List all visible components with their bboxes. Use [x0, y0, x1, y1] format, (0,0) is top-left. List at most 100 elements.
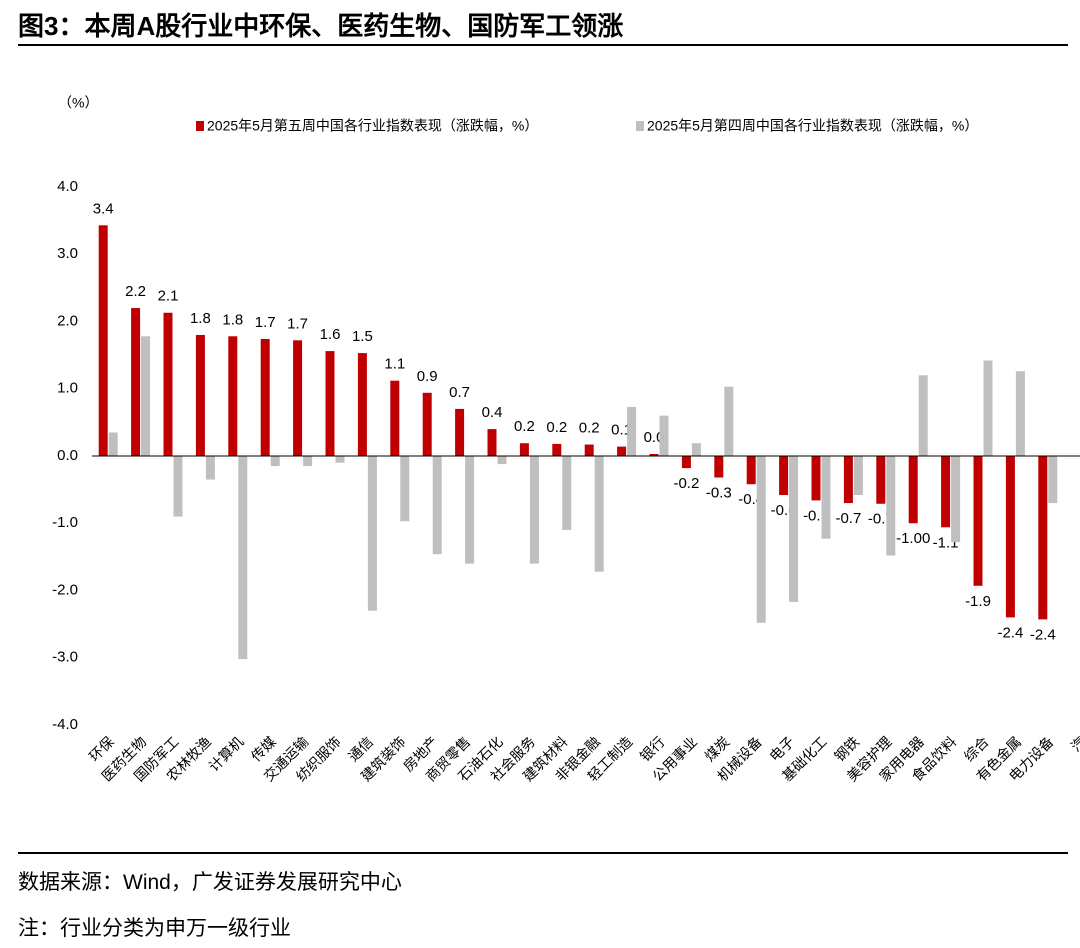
- data-label: 0.9: [417, 368, 438, 385]
- legend-label: 2025年5月第五周中国各行业指数表现（涨跌幅，%）: [207, 118, 538, 134]
- data-label: 2.2: [125, 283, 146, 300]
- bar: [238, 456, 248, 660]
- bar: [293, 340, 303, 456]
- data-label: 0.2: [546, 419, 567, 436]
- bar: [811, 456, 821, 501]
- data-label: 1.7: [255, 314, 276, 331]
- bar: [876, 456, 886, 504]
- data-label: -0.7: [835, 510, 861, 527]
- bar: [941, 456, 951, 528]
- y-tick-label: 0.0: [57, 447, 78, 464]
- bar: [131, 308, 141, 456]
- data-label: 0.2: [579, 420, 600, 437]
- bar: [843, 456, 853, 504]
- bar: [487, 429, 497, 456]
- data-label: 2.1: [158, 288, 179, 305]
- legend-swatch: [196, 121, 204, 131]
- bar: [141, 336, 151, 456]
- bar: [205, 456, 215, 480]
- data-label: 1.8: [222, 311, 243, 328]
- y-tick-label: 3.0: [57, 245, 78, 262]
- bar: [552, 443, 562, 456]
- bar: [422, 392, 432, 456]
- bar: [260, 338, 270, 456]
- bar: [195, 334, 205, 456]
- bar: [756, 456, 766, 623]
- bar: [335, 456, 345, 463]
- bar: [562, 456, 572, 530]
- data-label: 0.0: [644, 429, 665, 446]
- legend-label: 2025年5月第四周中国各行业指数表现（涨跌幅，%）: [647, 118, 978, 134]
- bar: [228, 336, 238, 456]
- data-label: -0.3: [706, 484, 732, 501]
- y-tick-label: -1.0: [52, 514, 78, 531]
- bar: [821, 456, 831, 539]
- y-tick-label: 4.0: [57, 178, 78, 195]
- bar: [789, 456, 799, 602]
- bar: [400, 456, 410, 522]
- bar: [627, 406, 637, 456]
- y-tick-label: -2.0: [52, 581, 78, 598]
- data-label: 0.4: [482, 404, 503, 421]
- y-tick-label: 2.0: [57, 312, 78, 329]
- bar: [529, 456, 539, 564]
- source: 数据来源：Wind，广发证券发展研究中心: [18, 871, 402, 894]
- bar: [584, 444, 594, 456]
- bar: [1005, 456, 1015, 618]
- bar: [270, 456, 280, 467]
- bar: [617, 446, 627, 456]
- bar: [908, 456, 918, 524]
- bar: [1015, 371, 1025, 456]
- bar: [108, 432, 118, 456]
- data-label: 1.8: [190, 310, 211, 327]
- bar: [367, 456, 377, 611]
- bar: [432, 456, 442, 555]
- x-tick-label: 汽: [1068, 733, 1080, 754]
- title-rule: [18, 44, 1068, 46]
- bar: [714, 456, 724, 478]
- y-tick-label: -3.0: [52, 649, 78, 666]
- bar: [497, 456, 507, 465]
- bar: [594, 456, 604, 572]
- bar: [173, 456, 183, 517]
- bar: [659, 415, 669, 456]
- bar: [951, 456, 961, 543]
- data-label: -1.9: [965, 593, 991, 610]
- data-label: -2.4: [1030, 626, 1056, 643]
- bar: [303, 456, 313, 467]
- bar: [325, 351, 335, 456]
- bar: [779, 456, 789, 496]
- bar: [1048, 456, 1058, 504]
- bar: [1038, 456, 1048, 620]
- x-tick-label: 计算机: [206, 733, 247, 774]
- bar: [746, 456, 756, 485]
- bar: [918, 375, 928, 456]
- data-label: -2.4: [997, 624, 1023, 641]
- bar: [98, 225, 108, 456]
- data-label: -1.00: [896, 530, 930, 547]
- data-label: 0.1: [611, 422, 632, 439]
- data-label: 3.4: [93, 200, 114, 217]
- y-tick-label: -4.0: [52, 716, 78, 733]
- bar: [724, 386, 734, 456]
- bar: [390, 380, 400, 456]
- bar: [681, 456, 691, 469]
- page-title: 图3：本周A股行业中环保、医药生物、国防军工领涨: [18, 11, 624, 41]
- data-label: 0.7: [449, 384, 470, 401]
- bar: [163, 312, 173, 456]
- data-label: 1.5: [352, 328, 373, 345]
- bar: [691, 443, 701, 456]
- bar: [649, 453, 659, 456]
- legend-swatch: [636, 121, 644, 131]
- data-label: -0.2: [673, 475, 699, 492]
- data-label: 0.2: [514, 418, 535, 435]
- note: 注：行业分类为申万一级行业: [18, 917, 291, 940]
- data-label: 1.6: [320, 326, 341, 343]
- bar: [465, 456, 475, 564]
- data-label: 1.1: [384, 356, 405, 373]
- bar: [973, 456, 983, 586]
- bar: [853, 456, 863, 496]
- footer-rule: [18, 852, 1068, 854]
